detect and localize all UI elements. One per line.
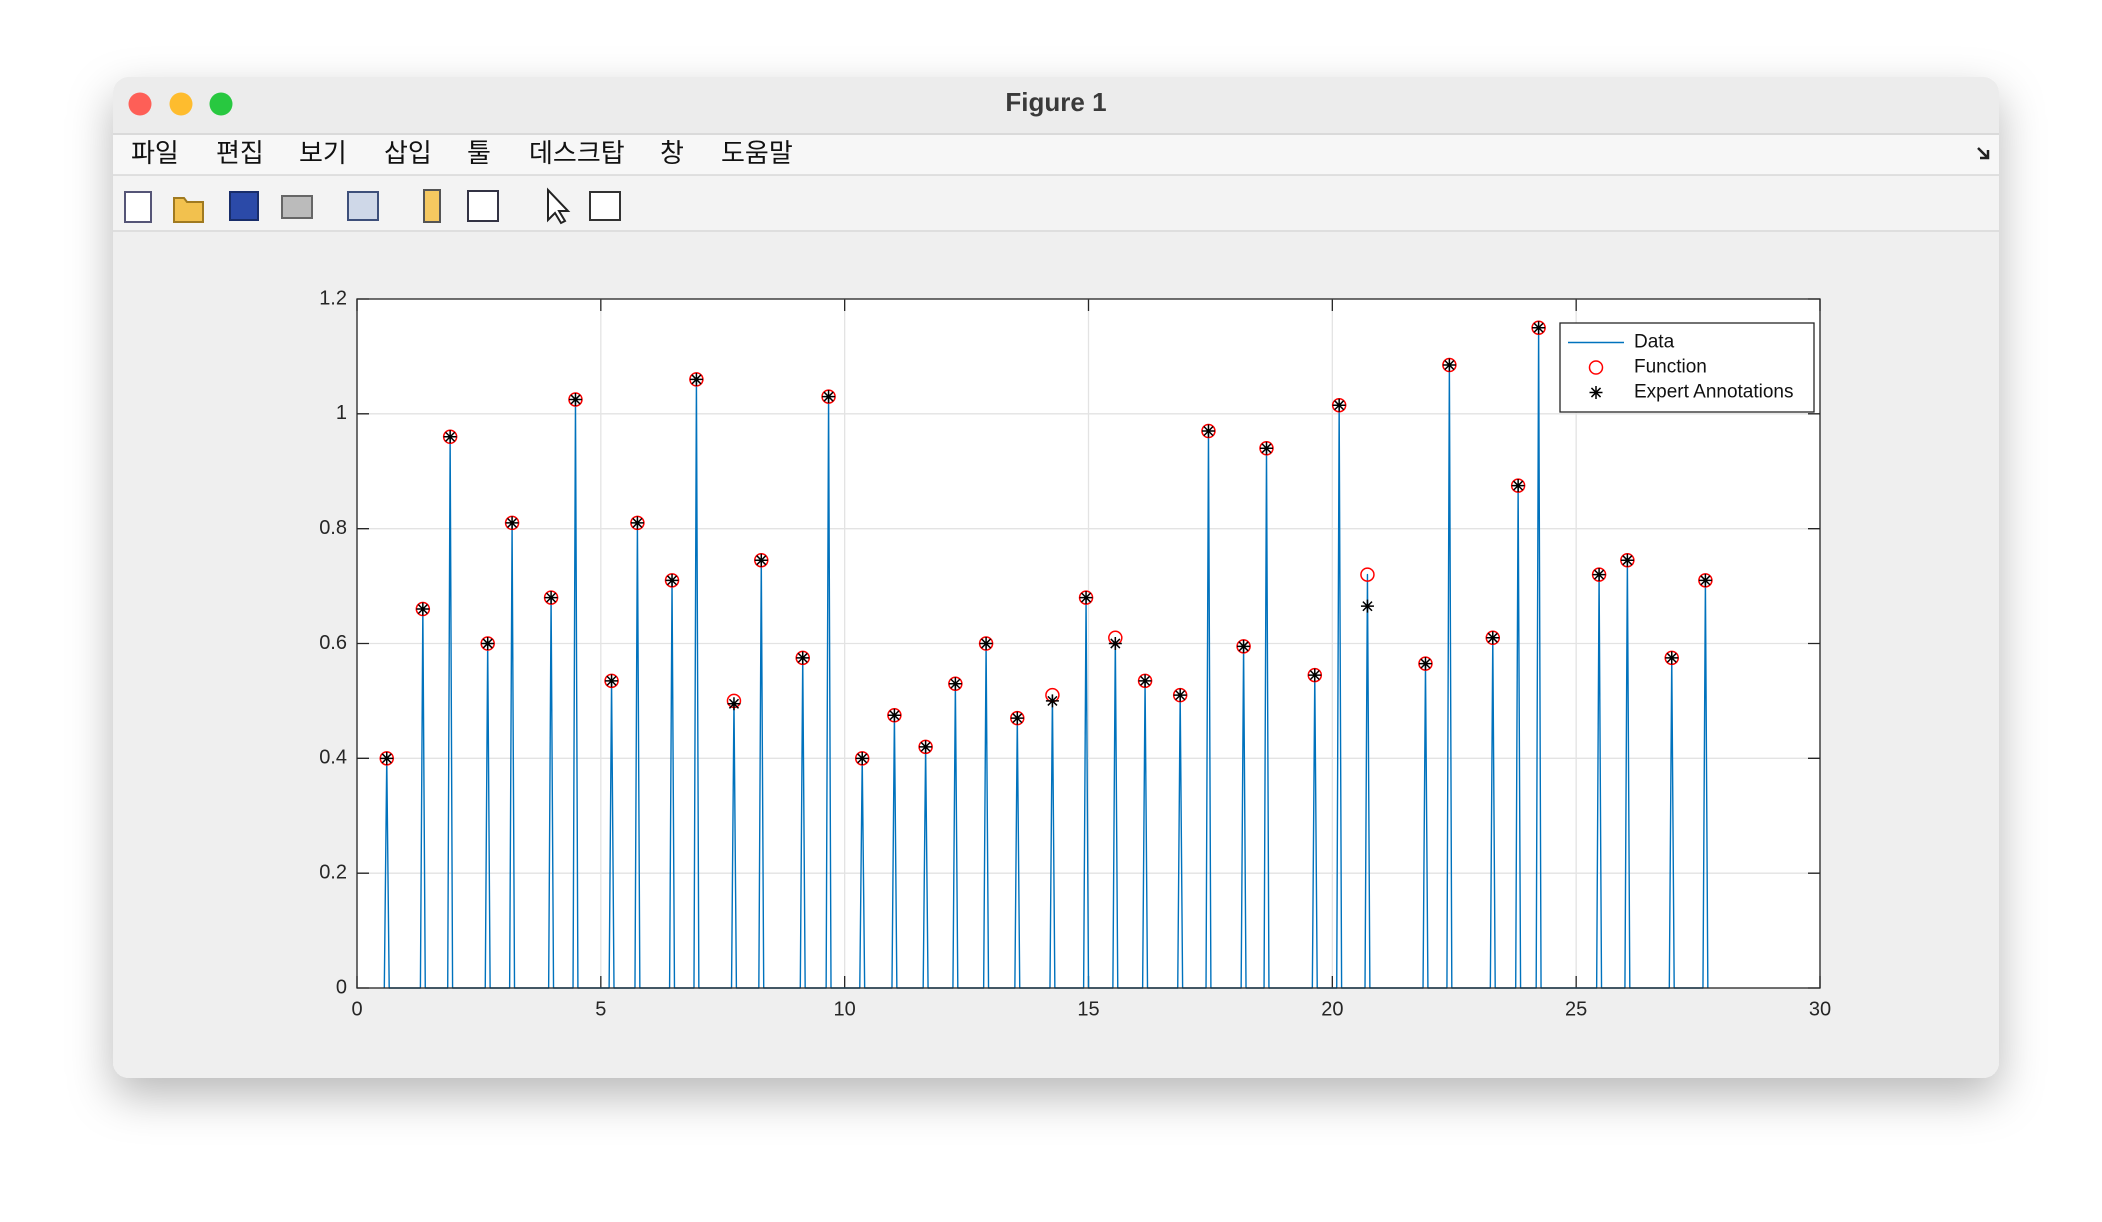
- menu-item[interactable]: 도움말: [721, 138, 793, 168]
- menu-item[interactable]: 데스크탑: [529, 138, 625, 168]
- legend-label: Data: [1634, 332, 1675, 353]
- x-tick-label: 30: [1809, 998, 1831, 1020]
- close-button[interactable]: [128, 92, 152, 116]
- axes-box: [356, 298, 1821, 989]
- dock-icon[interactable]: [1977, 147, 1990, 160]
- menu-item[interactable]: 창: [660, 138, 684, 168]
- marker: [948, 677, 962, 691]
- marker: [796, 651, 810, 665]
- marker: [1418, 657, 1432, 671]
- toolbar-icons: [124, 187, 621, 225]
- y-tick-label: 0: [336, 976, 347, 998]
- marker: [1589, 386, 1603, 399]
- marker: [568, 392, 582, 406]
- marker: [630, 516, 644, 530]
- menu-item[interactable]: 삽입: [384, 138, 432, 168]
- legend: Data Function Expert Annotations: [1559, 322, 1815, 413]
- marker: [544, 591, 558, 605]
- marker: [1173, 688, 1187, 702]
- colorbar-icon[interactable]: [423, 189, 441, 223]
- marker: [605, 674, 619, 688]
- save-icon[interactable]: [229, 191, 259, 221]
- zoom-button[interactable]: [209, 92, 233, 116]
- marker: [1332, 398, 1346, 412]
- marker: [1511, 479, 1525, 493]
- legend-label: Expert Annotations: [1634, 382, 1794, 403]
- marker: [1360, 599, 1374, 613]
- menu-item[interactable]: 툴: [467, 138, 491, 168]
- marker: [1237, 639, 1251, 653]
- legend-icon[interactable]: [467, 190, 499, 222]
- x-tick-label: 5: [595, 998, 606, 1020]
- menu-item[interactable]: 보기: [299, 138, 347, 168]
- y-tick-label: 0.6: [319, 632, 347, 654]
- marker: [1308, 668, 1322, 682]
- marker: [1108, 637, 1122, 650]
- marker: [855, 751, 869, 765]
- marker: [887, 708, 901, 722]
- link-icon[interactable]: [347, 191, 379, 221]
- y-tick-label: 0.8: [319, 517, 347, 539]
- marker: [1620, 553, 1634, 567]
- marker: [1138, 674, 1152, 688]
- print-icon[interactable]: [281, 195, 313, 219]
- marker: [1592, 568, 1606, 582]
- marker: [1532, 321, 1546, 335]
- toolbar: [113, 176, 1999, 231]
- marker: [481, 637, 495, 650]
- x-tick-label: 0: [351, 998, 362, 1020]
- pointer-icon[interactable]: [547, 187, 571, 225]
- open-icon[interactable]: [173, 197, 204, 223]
- marker: [822, 390, 836, 404]
- marker: [1486, 631, 1500, 645]
- y-tick-label: 0.4: [319, 747, 347, 769]
- marker: [1260, 441, 1273, 455]
- legend-label: Function: [1634, 357, 1707, 378]
- marker: [443, 430, 457, 444]
- marker: [1588, 360, 1604, 375]
- new-icon[interactable]: [124, 191, 152, 223]
- menu-item[interactable]: 편집: [216, 138, 264, 168]
- x-tick-label: 15: [1077, 998, 1099, 1020]
- x-tick-label: 20: [1321, 998, 1343, 1020]
- y-tick-label: 1: [336, 402, 347, 424]
- marker: [1079, 591, 1093, 605]
- marker: [1442, 358, 1456, 372]
- y-tick-label: 0.2: [319, 861, 347, 883]
- x-tick-label: 10: [834, 998, 856, 1020]
- marker: [1698, 573, 1712, 587]
- property-icon[interactable]: [589, 191, 621, 221]
- x-tick-label: 25: [1565, 998, 1587, 1020]
- menu-bar: [113, 135, 1999, 175]
- y-tick-label: 1.2: [319, 287, 347, 309]
- marker: [665, 573, 679, 587]
- marker: [689, 372, 703, 386]
- marker: [1201, 424, 1215, 438]
- marker: [1045, 694, 1059, 708]
- marker: [1665, 651, 1679, 665]
- marker: [505, 516, 519, 530]
- window-title: Figure 1: [1005, 87, 1106, 117]
- minimize-button[interactable]: [169, 92, 193, 116]
- marker: [727, 697, 741, 711]
- marker: [754, 553, 768, 567]
- menu-item[interactable]: 파일: [131, 138, 179, 168]
- marker: [1010, 711, 1024, 725]
- title-bar: [113, 77, 1999, 134]
- marker: [1360, 567, 1375, 582]
- marker: [979, 637, 993, 650]
- marker: [416, 602, 430, 616]
- marker: [919, 740, 933, 754]
- marker: [380, 751, 394, 765]
